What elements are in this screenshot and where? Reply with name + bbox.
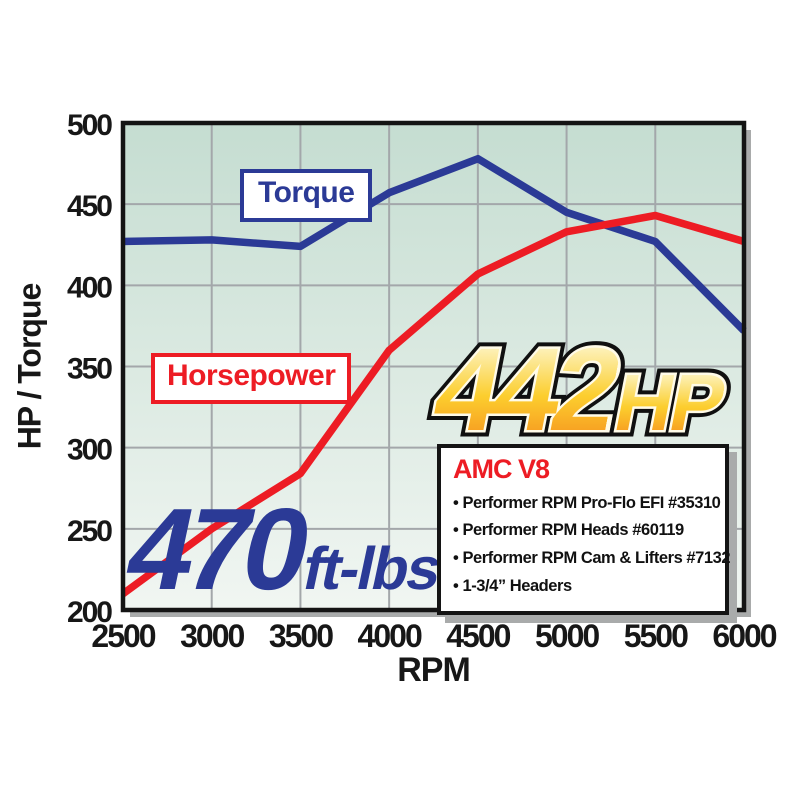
peak-hp-headline: 442 442 442 HP HP HP: [418, 318, 737, 463]
x-tick-label: 3500: [269, 618, 333, 654]
spec-item: 1-3/4” Headers: [453, 573, 717, 601]
peak-torque-unit: ft-lbs: [297, 535, 447, 602]
x-tick-label: 3000: [180, 618, 244, 654]
x-tick-label: 6000: [712, 618, 776, 654]
spec-item: Performer RPM Pro-Flo EFI #35310: [453, 490, 720, 518]
x-tick-label: 4000: [358, 618, 422, 654]
y-tick-label: 300: [67, 434, 112, 467]
x-tick-label: 2500: [91, 618, 155, 654]
torque-series-label: Torque: [240, 169, 373, 222]
y-tick-label: 400: [67, 271, 112, 304]
x-axis-title: RPM: [397, 651, 471, 689]
horsepower-line: [120, 211, 746, 597]
x-tick-label: 5000: [535, 618, 599, 654]
y-axis-title-text: HP / Torque: [11, 283, 48, 450]
y-tick-label: 500: [67, 109, 112, 142]
peak-torque-value: 470: [116, 484, 317, 614]
torque-line: [122, 154, 747, 334]
plot-border: [120, 120, 747, 613]
spec-item: Performer RPM Cam & Lifters #7132: [453, 545, 730, 573]
y-tick-label: 200: [67, 596, 112, 629]
x-tick-label: 4500: [446, 618, 510, 654]
peak-hp-unit: HP HP HP: [601, 352, 736, 454]
y-tick-label: 450: [67, 190, 112, 223]
y-tick-label: 350: [67, 353, 112, 386]
spec-list: Performer RPM Pro-Flo EFI #35310 Perform…: [453, 490, 730, 601]
peak-hp-value: 442 442 442: [418, 318, 633, 463]
y-axis-title: HP / Torque: [8, 123, 52, 610]
engine-name: AMC V8: [453, 454, 550, 484]
spec-item: Performer RPM Heads #60119: [453, 517, 717, 545]
build-spec-box: AMC V8 Performer RPM Pro-Flo EFI #35310 …: [437, 444, 731, 615]
horsepower-series-label: Horsepower: [151, 353, 352, 404]
peak-torque-callout: 470 ft-lbs: [116, 484, 456, 614]
y-tick-label: 250: [67, 515, 112, 548]
x-tick-label: 5500: [624, 618, 688, 654]
